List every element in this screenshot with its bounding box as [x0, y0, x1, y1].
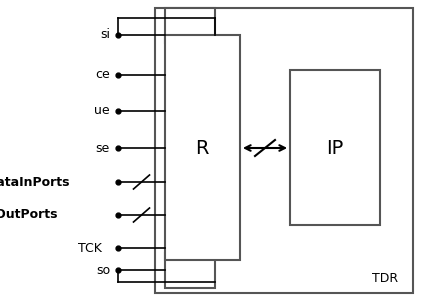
Text: TDR: TDR [372, 272, 398, 284]
Text: si: si [100, 28, 110, 41]
Text: ce: ce [95, 68, 110, 82]
Text: ue: ue [95, 104, 110, 118]
Bar [290, 70, 380, 225]
Bar [165, 8, 215, 43]
Text: DataInPorts: DataInPorts [0, 176, 70, 188]
Text: so: so [96, 263, 110, 277]
Text: se: se [96, 142, 110, 154]
Bar [165, 253, 215, 288]
Text: DataOutPorts: DataOutPorts [0, 208, 58, 221]
Bar [165, 35, 240, 260]
Text: IP: IP [326, 139, 344, 158]
Text: R: R [195, 139, 209, 158]
Text: TCK: TCK [78, 242, 102, 254]
Bar [155, 8, 413, 293]
